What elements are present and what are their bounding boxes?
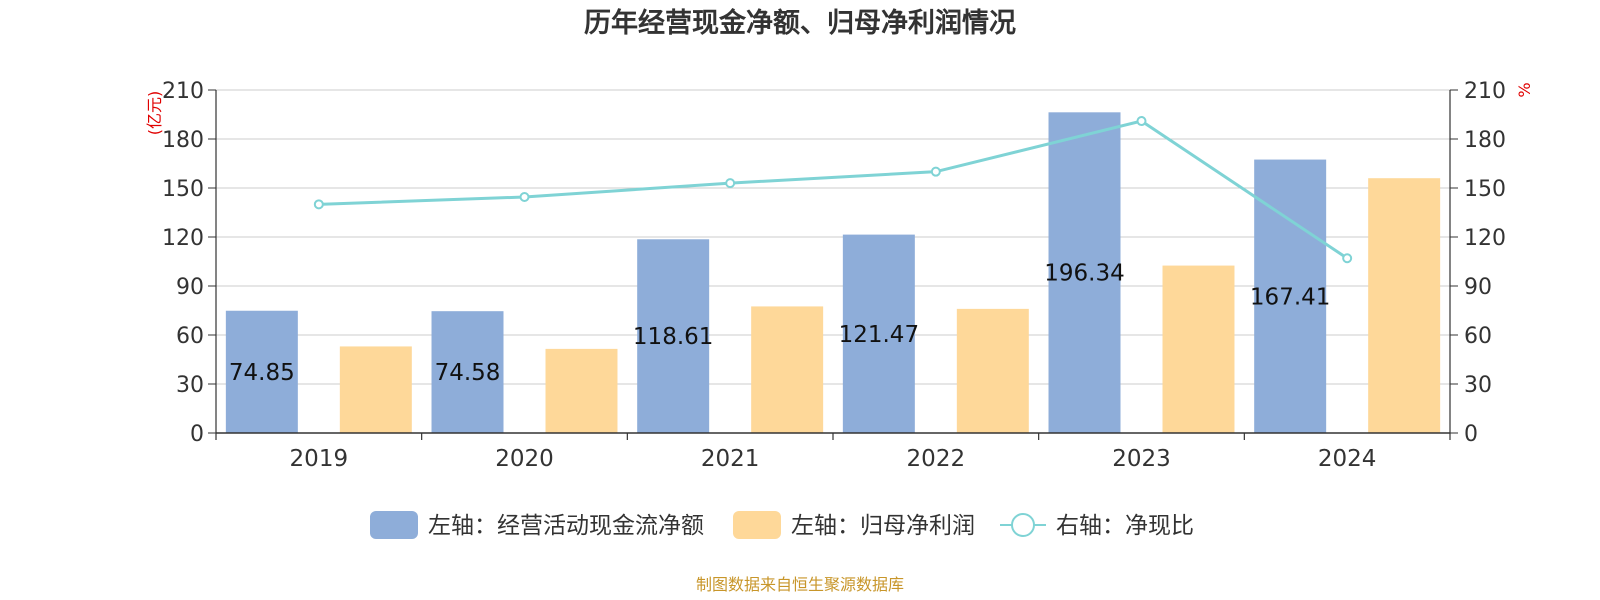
bar xyxy=(1162,265,1235,433)
x-tick-label: 2021 xyxy=(701,446,760,472)
legend-item: 左轴：归母净利润 xyxy=(733,511,975,539)
left-axis-unit: (亿元) xyxy=(145,91,164,136)
x-tick-label: 2023 xyxy=(1112,446,1171,472)
x-tick-label: 2019 xyxy=(290,446,349,472)
bar-value-label: 118.61 xyxy=(633,324,713,350)
bar xyxy=(1048,112,1121,433)
line-point xyxy=(1136,116,1147,127)
net-cash-ratio-line xyxy=(313,116,1353,264)
right-tick-label: 180 xyxy=(1464,128,1506,153)
right-tick-label: 60 xyxy=(1464,324,1492,349)
source-note: 制图数据来自恒生聚源数据库 xyxy=(696,575,904,594)
left-tick-label: 150 xyxy=(162,177,204,202)
bar xyxy=(431,311,504,433)
right-tick-label: 0 xyxy=(1464,422,1478,447)
legend-label: 左轴：经营活动现金流净额 xyxy=(428,513,704,539)
bar xyxy=(339,346,412,433)
axes: 03060901201501802100306090120150180210(亿… xyxy=(145,79,1534,472)
line-path xyxy=(318,119,1348,260)
right-tick-label: 210 xyxy=(1464,79,1506,104)
line-point xyxy=(519,191,530,202)
right-tick-label: 90 xyxy=(1464,275,1492,300)
x-tick-label: 2022 xyxy=(907,446,966,472)
bar xyxy=(956,308,1029,433)
legend-swatch xyxy=(370,511,418,539)
legend-item: 左轴：经营活动现金流净额 xyxy=(370,511,704,539)
data-labels: 74.85 74.58 118.61 121.47 196.34 167.41 xyxy=(229,261,1331,386)
right-tick-label: 30 xyxy=(1464,373,1492,398)
bar xyxy=(1368,178,1441,433)
line-point xyxy=(1342,253,1353,264)
legend-swatch xyxy=(733,511,781,539)
line-point xyxy=(725,178,736,189)
left-tick-label: 0 xyxy=(190,422,204,447)
bar-value-label: 121.47 xyxy=(839,322,919,348)
bar xyxy=(225,310,298,433)
left-tick-label: 60 xyxy=(176,324,204,349)
right-tick-label: 150 xyxy=(1464,177,1506,202)
x-tick-label: 2020 xyxy=(495,446,554,472)
line-point xyxy=(313,199,324,210)
x-tick-label: 2024 xyxy=(1318,446,1377,472)
bar-value-label: 74.58 xyxy=(435,360,501,386)
legend-item: 右轴：净现比 xyxy=(1000,513,1194,539)
bar xyxy=(637,239,710,433)
right-axis-unit: % xyxy=(1515,82,1534,97)
left-tick-label: 120 xyxy=(162,226,204,251)
bar-value-label: 74.85 xyxy=(229,360,295,386)
bar-value-label: 196.34 xyxy=(1044,261,1124,287)
chart-title: 历年经营现金净额、归母净利润情况 xyxy=(584,7,1016,39)
legend-marker xyxy=(1011,513,1035,537)
bar xyxy=(842,234,915,433)
left-tick-label: 90 xyxy=(176,275,204,300)
right-tick-label: 120 xyxy=(1464,226,1506,251)
left-tick-label: 30 xyxy=(176,373,204,398)
left-tick-label: 180 xyxy=(162,128,204,153)
legend: 左轴：经营活动现金流净额 左轴：归母净利润 右轴：净现比 xyxy=(370,511,1194,539)
bar xyxy=(545,348,618,433)
legend-label: 左轴：归母净利润 xyxy=(791,513,975,539)
grid xyxy=(216,89,1450,434)
bar xyxy=(751,306,824,433)
legend-label: 右轴：净现比 xyxy=(1056,513,1194,539)
bars xyxy=(225,112,1441,433)
line-point xyxy=(930,166,941,177)
left-tick-label: 210 xyxy=(162,79,204,104)
bar-value-label: 167.41 xyxy=(1250,284,1330,310)
